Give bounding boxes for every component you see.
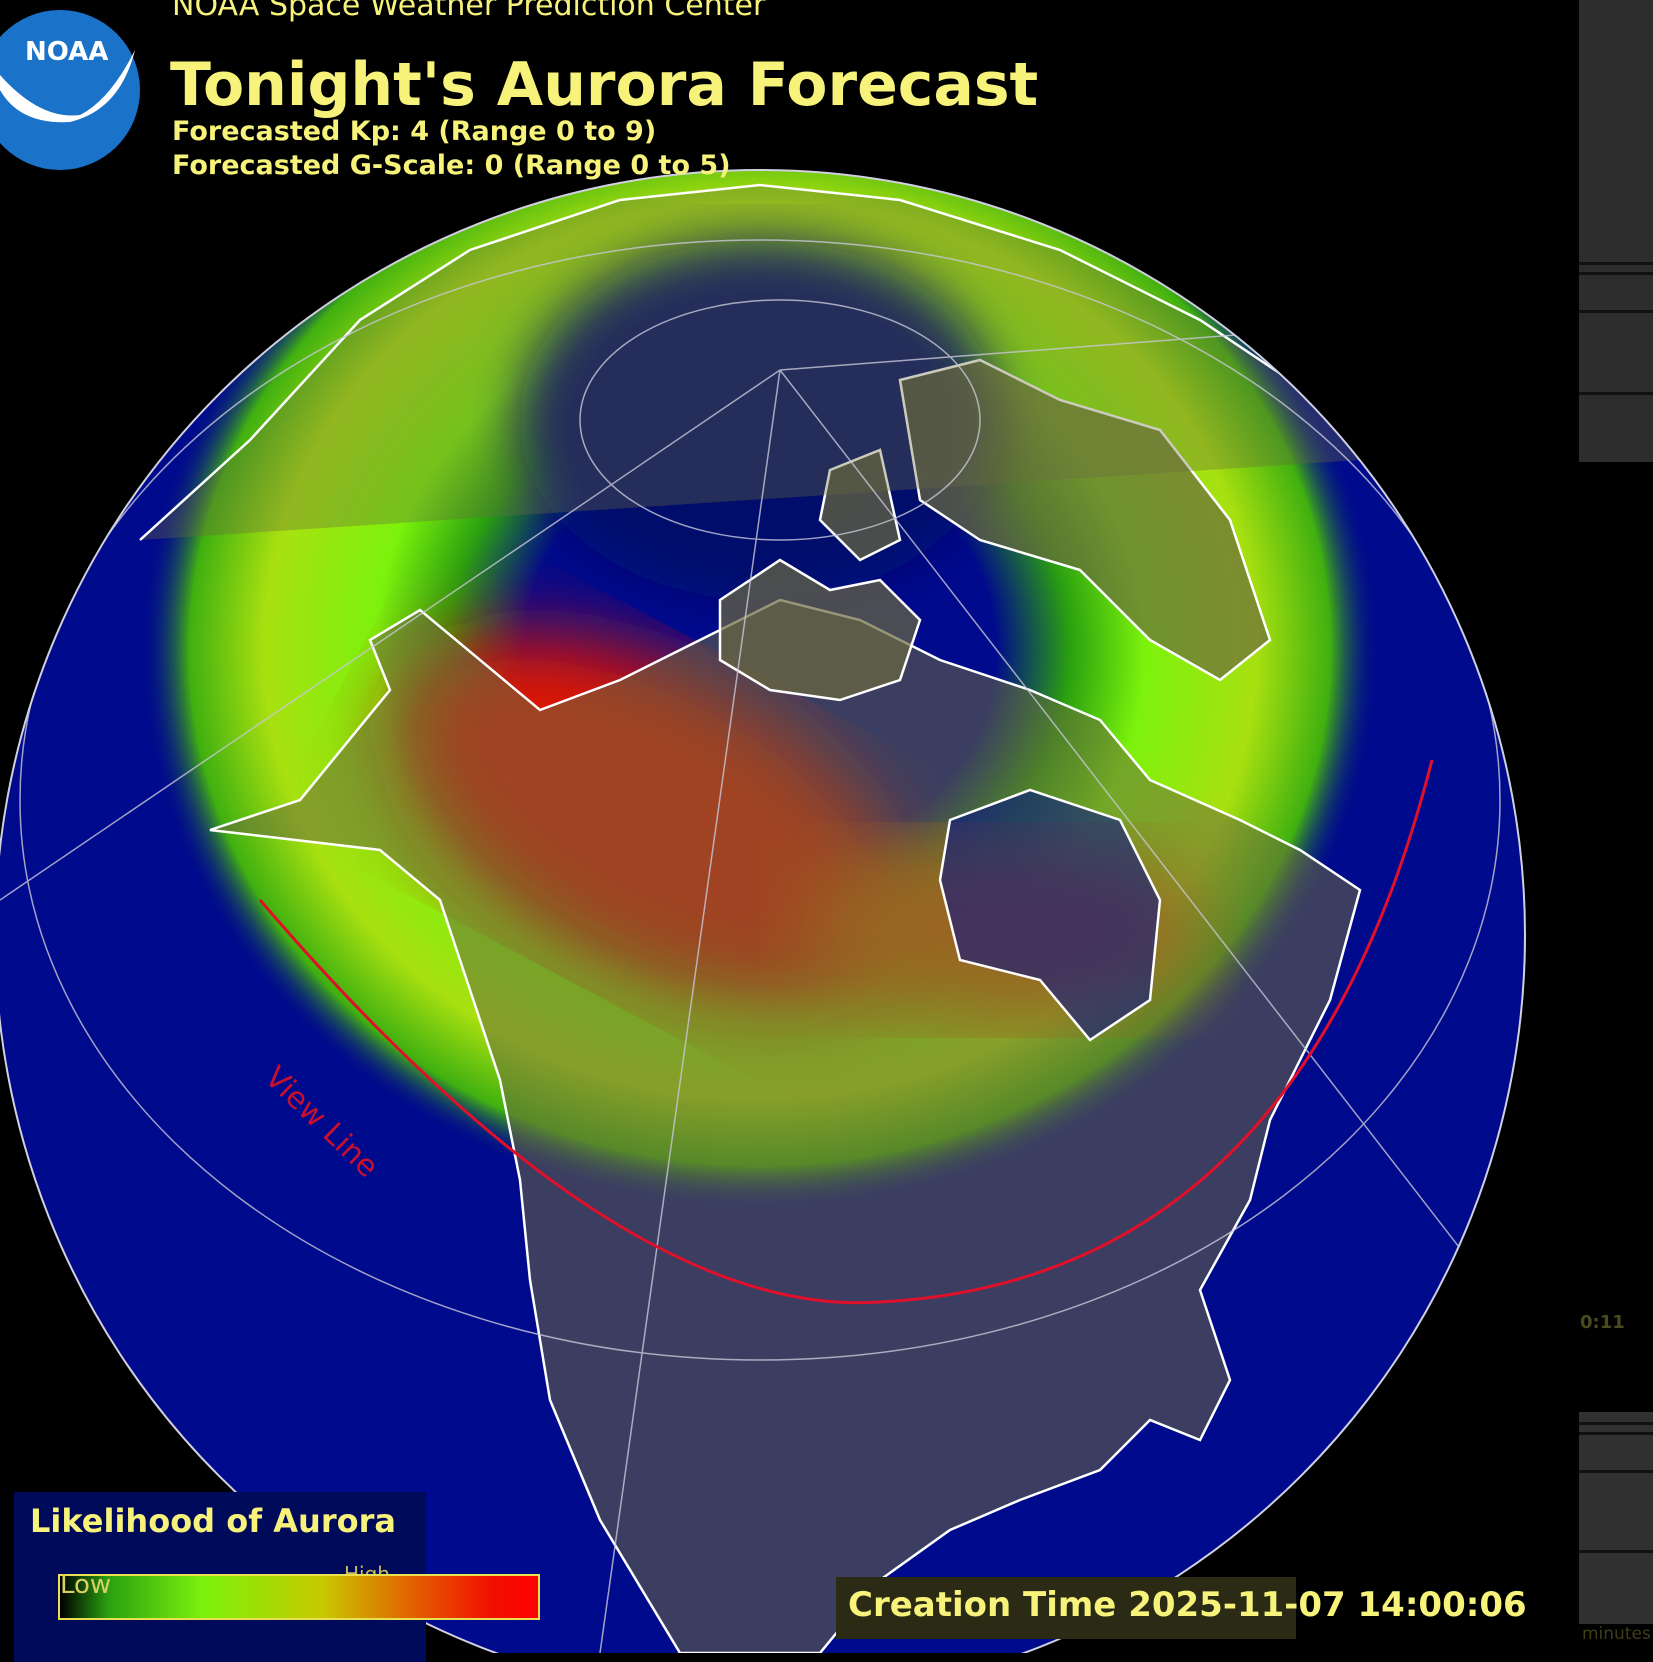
side-panel-bottom: [1579, 1412, 1653, 1624]
creation-time: Creation Time 2025-11-07 14:00:06: [848, 1585, 1527, 1625]
svg-text:NOAA: NOAA: [25, 37, 108, 67]
legend: Likelihood of Aurora High Low: [14, 1492, 540, 1662]
legend-color-bar: [58, 1574, 540, 1620]
divider: [1579, 1470, 1653, 1473]
divider: [1579, 1550, 1653, 1553]
side-minutes-text: minutes: [1582, 1624, 1651, 1644]
page-title: Tonight's Aurora Forecast: [170, 50, 1039, 120]
divider: [1579, 1422, 1653, 1425]
legend-low-label: Low: [60, 1570, 112, 1600]
forecast-kp: Forecasted Kp: 4 (Range 0 to 9): [172, 116, 657, 147]
arctic-islands-land: [718, 448, 922, 702]
legend-title: Likelihood of Aurora: [30, 1502, 396, 1540]
side-timestamp: 0:11: [1580, 1312, 1625, 1333]
divider: [1579, 272, 1653, 275]
creation-time-box: [836, 1577, 1296, 1639]
organization-name: NOAA Space Weather Prediction Center: [172, 0, 766, 23]
divider: [1579, 392, 1653, 395]
view-line: [258, 759, 1434, 1305]
divider: [1579, 1432, 1653, 1435]
noaa-logo: NOAA: [0, 10, 140, 170]
side-panel-top: [1579, 0, 1653, 462]
forecast-g-scale: Forecasted G-Scale: 0 (Range 0 to 5): [172, 150, 731, 181]
divider: [1579, 310, 1653, 313]
divider: [1579, 262, 1653, 265]
hudson-bay: [938, 788, 1162, 1042]
graticule: [0, 239, 1501, 1653]
greenland-land: [898, 358, 1272, 682]
siberia-land: [139, 183, 1362, 541]
